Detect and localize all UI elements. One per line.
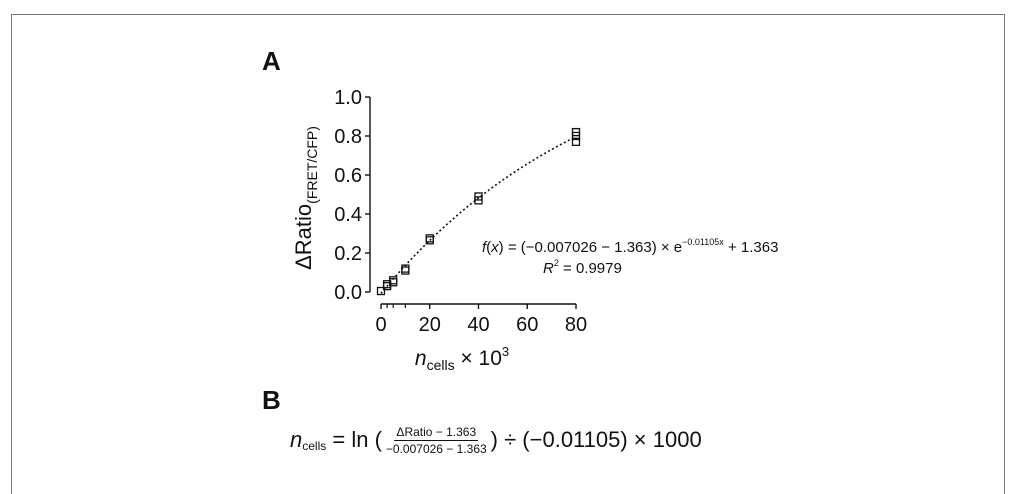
y-tick-label: 0.6	[334, 165, 362, 187]
data-point	[401, 264, 410, 273]
data-point	[474, 192, 483, 201]
formula-tail: ) ÷ (−0.01105) × 1000	[490, 427, 702, 452]
x-tick-label: 60	[516, 314, 538, 336]
x-tick-label: 0	[375, 314, 386, 336]
y-axis-title: ΔRatio(FRET/CFP)	[291, 126, 320, 270]
x-tick-label: 80	[565, 314, 587, 336]
y-tick-label: 0.8	[334, 126, 362, 148]
x-ticks: 0 20 40 60 80	[375, 304, 587, 336]
panel-a-label: A	[262, 46, 281, 76]
formula-n-sub: cells	[302, 439, 327, 453]
y-ticks: 0.0 0.2 0.4 0.6 0.8 1.0	[334, 87, 370, 304]
formula-eq-ln: = ln (	[326, 427, 382, 452]
formula-n-var: n	[290, 427, 303, 452]
data-point	[571, 137, 581, 147]
y-tick-label: 0.4	[334, 204, 362, 226]
figure-frame	[11, 14, 1005, 494]
panel-b-label: B	[262, 385, 281, 415]
data-point	[376, 286, 386, 296]
scatter-chart: 0.0 0.2 0.4 0.6 0.8 1.0 0 20 40 60 80 ΔRatio(FRET…	[291, 87, 778, 373]
y-tick-label: 0.2	[334, 243, 362, 265]
fit-curve	[380, 135, 577, 294]
fit-equation: f(x) = (−0.007026 − 1.363) × e−0.01105x …	[482, 237, 778, 256]
formula-numerator: ΔRatio − 1.363	[394, 424, 479, 441]
x-tick-label: 40	[467, 314, 489, 336]
cell-count-formula: n cells = ln ( ΔRatio − 1.363 −0.007026 −…	[290, 420, 702, 460]
x-axis-title: ncells × 103	[415, 344, 509, 373]
data-points	[376, 127, 581, 296]
data-point	[571, 127, 581, 137]
y-tick-label: 0.0	[334, 282, 362, 304]
data-point	[425, 234, 434, 243]
formula-denominator: −0.007026 − 1.363	[385, 441, 487, 456]
data-point	[389, 276, 398, 285]
r-squared-label: R2 = 0.9979	[543, 258, 622, 277]
formula-fraction: ΔRatio − 1.363 −0.007026 − 1.363	[384, 425, 489, 456]
x-tick-label: 20	[419, 314, 441, 336]
y-tick-label: 1.0	[334, 87, 362, 109]
